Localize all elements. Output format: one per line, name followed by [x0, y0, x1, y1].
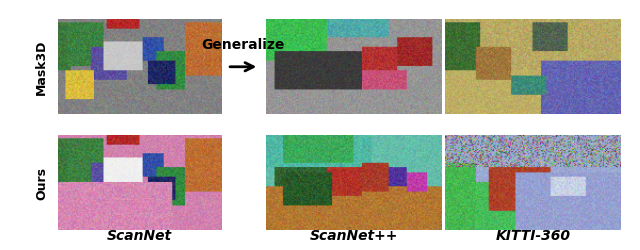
- Text: Ours: Ours: [35, 166, 48, 199]
- Text: Generalize: Generalize: [202, 38, 285, 52]
- Text: ScanNet: ScanNet: [107, 228, 172, 242]
- Text: ScanNet++: ScanNet++: [309, 228, 398, 242]
- Text: Mask3D: Mask3D: [35, 40, 48, 95]
- Text: KITTI-360: KITTI-360: [495, 228, 570, 242]
